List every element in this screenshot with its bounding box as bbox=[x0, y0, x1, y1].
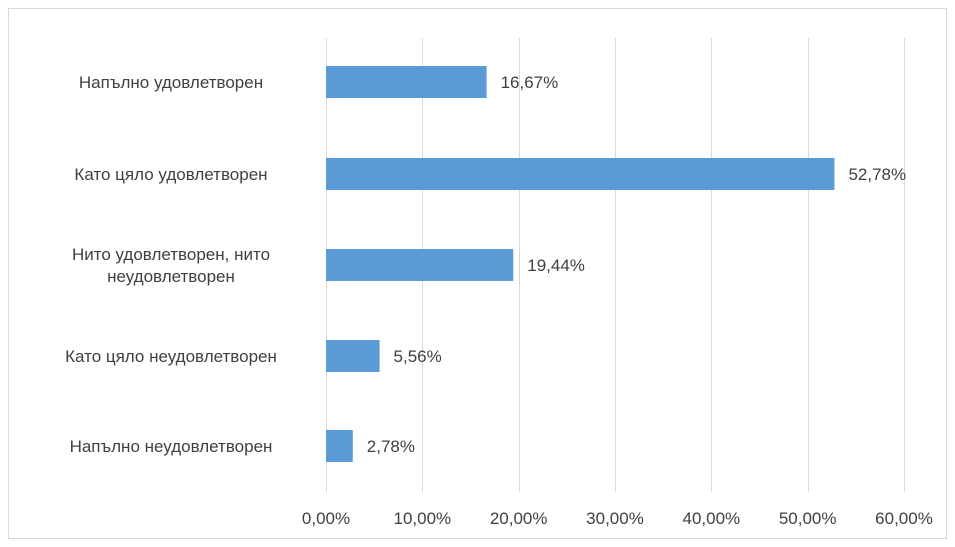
x-tick-label: 50,00% bbox=[779, 509, 837, 528]
data-label: 52,78% bbox=[848, 165, 906, 184]
x-tick-label: 40,00% bbox=[682, 509, 740, 528]
category-label-line: Напълно неудовлетворен bbox=[70, 437, 273, 456]
data-label: 19,44% bbox=[527, 256, 585, 275]
category-label-line: Напълно удовлетворен bbox=[79, 73, 263, 92]
category-label-line: неудовлетворен bbox=[107, 267, 235, 286]
category-label: Напълно неудовлетворен bbox=[70, 437, 273, 456]
category-label-line: Нито удовлетворен, нито bbox=[72, 245, 270, 264]
category-label-line: Като цяло удовлетворен bbox=[74, 165, 267, 184]
category-label: Нито удовлетворен, нито неудовлетворен bbox=[72, 245, 270, 286]
category-label: Като цяло удовлетворен bbox=[74, 165, 267, 184]
data-label: 5,56% bbox=[394, 347, 442, 366]
bar bbox=[326, 430, 353, 462]
bar bbox=[326, 340, 380, 372]
category-label: Като цяло неудовлетворен bbox=[65, 347, 277, 366]
bar bbox=[326, 249, 514, 281]
data-label: 16,67% bbox=[501, 73, 559, 92]
category-label: Напълно удовлетворен bbox=[79, 73, 263, 92]
x-tick-label: 30,00% bbox=[586, 509, 644, 528]
data-label: 2,78% bbox=[367, 437, 415, 456]
x-tick-label: 10,00% bbox=[393, 509, 451, 528]
chart-border bbox=[8, 8, 947, 539]
x-tick-label: 0,00% bbox=[302, 509, 350, 528]
x-tick-label: 20,00% bbox=[490, 509, 548, 528]
category-label-line: Като цяло неудовлетворен bbox=[65, 347, 277, 366]
bar bbox=[326, 66, 487, 98]
bar bbox=[326, 158, 835, 190]
x-tick-label: 60,00% bbox=[875, 509, 933, 528]
